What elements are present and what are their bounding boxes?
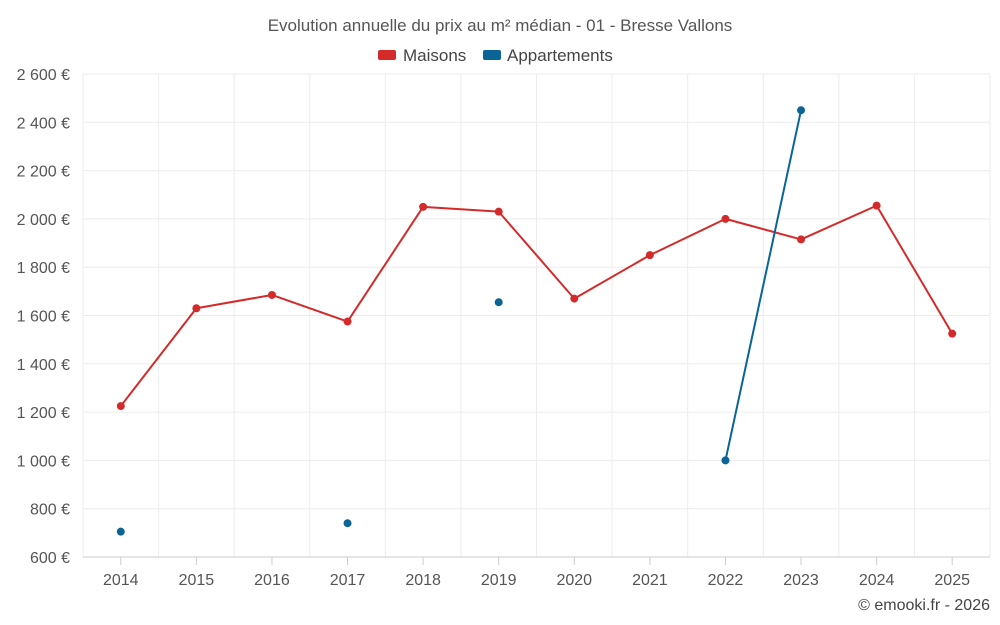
data-point-maisons [721, 214, 730, 223]
legend-item-maisons[interactable]: Maisons [378, 46, 466, 65]
legend: Maisons Appartements [378, 46, 613, 65]
legend-label-maisons: Maisons [403, 46, 466, 65]
x-tick-label: 2017 [330, 572, 366, 589]
y-tick-label: 2 200 € [17, 164, 70, 181]
axes: 600 € 800 € 1 000 € 1 200 € 1 400 € 1 600 € 1 … [17, 67, 990, 589]
y-tick-label: 2 600 € [17, 67, 70, 84]
series [116, 106, 957, 536]
x-tick-label: 2025 [934, 572, 970, 589]
data-point-maisons [872, 201, 881, 210]
x-tick-label: 2024 [859, 572, 895, 589]
data-point-appartements [494, 298, 503, 307]
y-tick-label: 1 600 € [17, 309, 70, 326]
data-point-appartements [797, 106, 806, 115]
x-tick-label: 2021 [632, 572, 668, 589]
y-tick-label: 600 € [30, 550, 70, 567]
data-point-appartements [721, 456, 730, 465]
data-point-maisons [494, 207, 503, 216]
y-tick-label: 2 000 € [17, 212, 70, 229]
series-line-appartements [724, 110, 803, 461]
data-point-maisons [343, 317, 352, 326]
data-point-appartements [343, 519, 352, 528]
series-maisons [116, 201, 957, 411]
legend-swatch-maisons [378, 50, 396, 60]
legend-label-appartements: Appartements [507, 46, 613, 65]
legend-swatch-appartements [483, 50, 501, 60]
x-tick-label: 2018 [405, 572, 441, 589]
y-tick-label: 2 400 € [17, 115, 70, 132]
series-appartements [116, 106, 806, 536]
data-point-maisons [645, 251, 654, 260]
y-tick-label: 1 400 € [17, 357, 70, 374]
x-tick-label: 2023 [783, 572, 819, 589]
data-point-maisons [948, 329, 957, 338]
x-tick-label: 2022 [708, 572, 744, 589]
data-point-maisons [570, 294, 579, 303]
x-tick-label: 2019 [481, 572, 517, 589]
x-tick-label: 2020 [556, 572, 592, 589]
y-tick-label: 800 € [30, 502, 70, 519]
x-tick-label: 2015 [179, 572, 215, 589]
x-tick-label: 2014 [103, 572, 139, 589]
data-point-maisons [419, 202, 428, 211]
chart-title: Evolution annuelle du prix au m² médian … [268, 16, 733, 35]
grid [82, 73, 991, 557]
y-tick-label: 1 200 € [17, 405, 70, 422]
data-point-maisons [797, 235, 806, 244]
credit-text: © emooki.fr - 2026 [858, 597, 990, 614]
data-point-maisons [192, 304, 201, 313]
x-tick-label: 2016 [254, 572, 290, 589]
y-tick-label: 1 000 € [17, 453, 70, 470]
series-line-maisons [120, 204, 954, 407]
data-point-maisons [267, 290, 276, 299]
y-tick-label: 1 800 € [17, 260, 70, 277]
legend-item-appartements[interactable]: Appartements [483, 46, 613, 65]
data-point-appartements [116, 527, 125, 536]
data-point-maisons [116, 402, 125, 411]
